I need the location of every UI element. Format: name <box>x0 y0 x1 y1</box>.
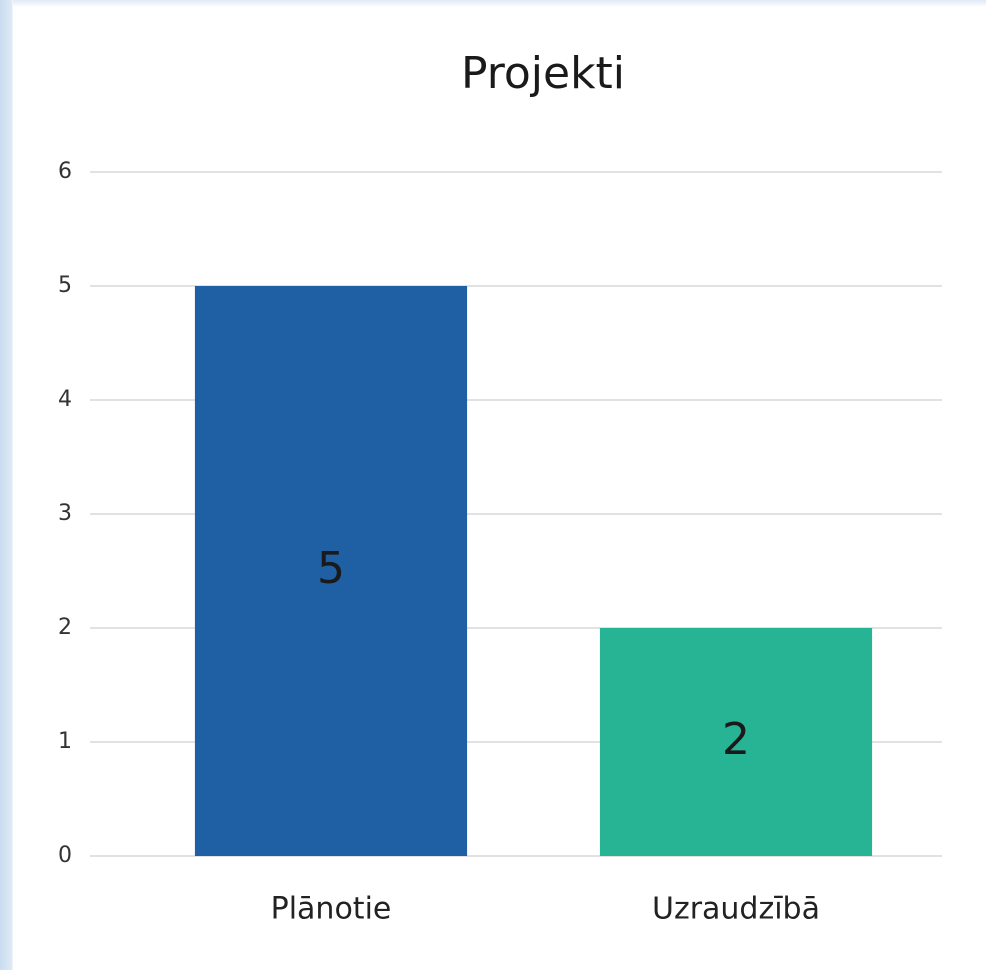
y-tick-label: 2 <box>58 615 72 640</box>
data-label: 5 <box>317 543 345 594</box>
y-tick-label: 0 <box>58 843 72 868</box>
x-tick-label: Plānotie <box>271 892 392 927</box>
bar <box>599 628 873 856</box>
y-tick-label: 6 <box>58 159 72 184</box>
data-label: 2 <box>722 714 750 765</box>
y-tick-label: 4 <box>58 387 72 412</box>
y-tick-label: 1 <box>58 729 72 754</box>
y-tick-label: 5 <box>58 273 72 298</box>
x-tick-label: Uzraudzībā <box>652 892 820 927</box>
y-tick-label: 3 <box>58 501 72 526</box>
chart-title: Projekti <box>461 48 625 99</box>
bar <box>194 286 468 856</box>
